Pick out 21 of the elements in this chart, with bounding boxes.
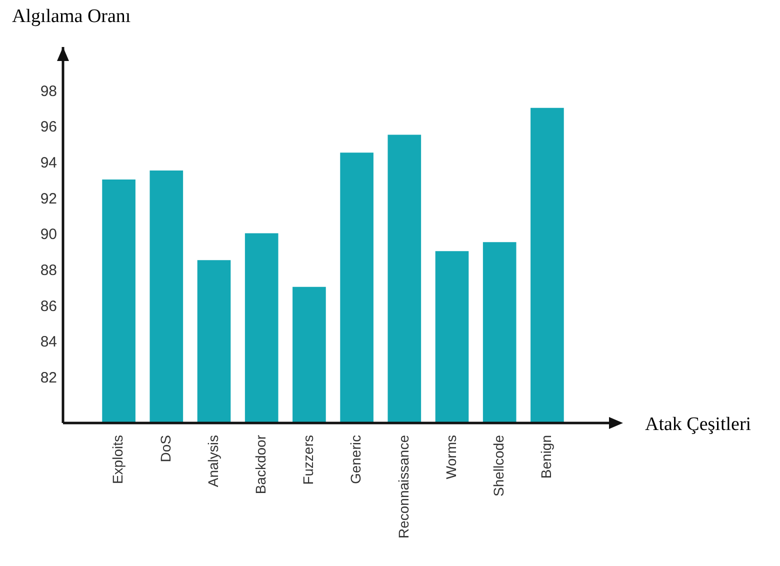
x-tick-label: Benign [538, 435, 554, 479]
y-tick-label: 84 [40, 334, 57, 351]
y-tick-label: 82 [40, 369, 57, 386]
y-tick-label: 98 [40, 82, 57, 100]
x-tick-label: Backdoor [252, 434, 268, 494]
x-tick-label: Exploits [110, 435, 126, 484]
x-axis-title: Atak Çeşitleri [645, 414, 752, 435]
x-tick-label: DoS [157, 435, 174, 462]
x-tick-label: Fuzzers [300, 435, 316, 485]
y-tick-label: 88 [40, 262, 57, 279]
x-tick-label: Worms [442, 435, 459, 480]
y-tick-label: 92 [40, 190, 57, 208]
y-axis-title: Algılama Oranı [12, 6, 131, 27]
x-tick-label: Analysis [204, 435, 221, 488]
x-tick-label: Generic [348, 435, 364, 484]
x-tick-label: Reconnaissance [395, 434, 412, 539]
y-tick-label: 86 [40, 298, 57, 315]
y-tick-label: 90 [40, 226, 57, 244]
y-tick-label: 96 [40, 118, 57, 136]
y-tick-label: 94 [40, 154, 57, 172]
x-tick-label: Shellcode [490, 434, 506, 496]
